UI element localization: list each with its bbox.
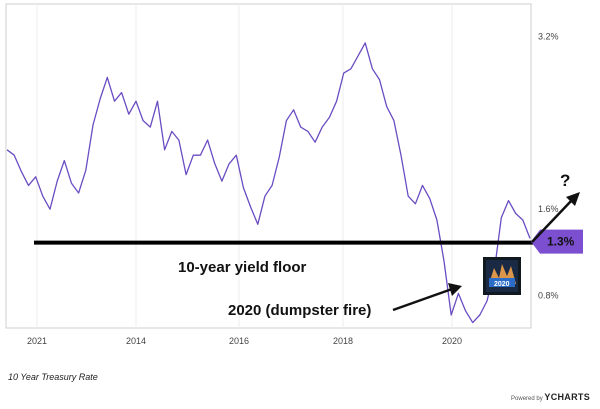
x-tick-label: 2020 [442, 336, 462, 346]
x-gridlines [36, 4, 453, 328]
current-value-marker [531, 229, 583, 254]
2020-badge-image: 2020 [483, 257, 521, 295]
future-arrowhead [566, 192, 580, 206]
floor-label: 10-year yield floor [178, 259, 307, 276]
x-tick-label: 2016 [229, 336, 249, 346]
y-tick-label: 0.8% [538, 291, 559, 301]
plot-area [5, 3, 532, 329]
y-tick-label: 1.6% [538, 204, 559, 214]
x-tick-label: 2014 [126, 336, 146, 346]
question-mark: ? [560, 171, 570, 190]
annotation-arrowhead [448, 283, 462, 296]
annotation-arrow-shaft [392, 287, 453, 312]
ycharts-logo: YCHARTS [544, 392, 590, 402]
x-axis-ticks: 2021 2014 2016 2018 2020 [27, 336, 462, 346]
arrow-label: 2020 (dumpster fire) [228, 302, 371, 319]
y-tick-label: 3.2% [538, 31, 559, 41]
powered-by-text: Powered by [511, 396, 543, 402]
future-arrow-shaft [531, 199, 573, 243]
powered-by: Powered by YCHARTS [511, 392, 590, 402]
y-axis-ticks: 3.2% 1.6% 0.8% [538, 31, 559, 300]
chart-name: 10 Year Treasury Rate [8, 372, 98, 382]
svg-text:2020: 2020 [494, 281, 510, 288]
current-value-label: 1.3% [547, 235, 575, 249]
series-line [6, 42, 531, 324]
x-tick-label: 2021 [27, 336, 47, 346]
x-tick-label: 2018 [333, 336, 353, 346]
